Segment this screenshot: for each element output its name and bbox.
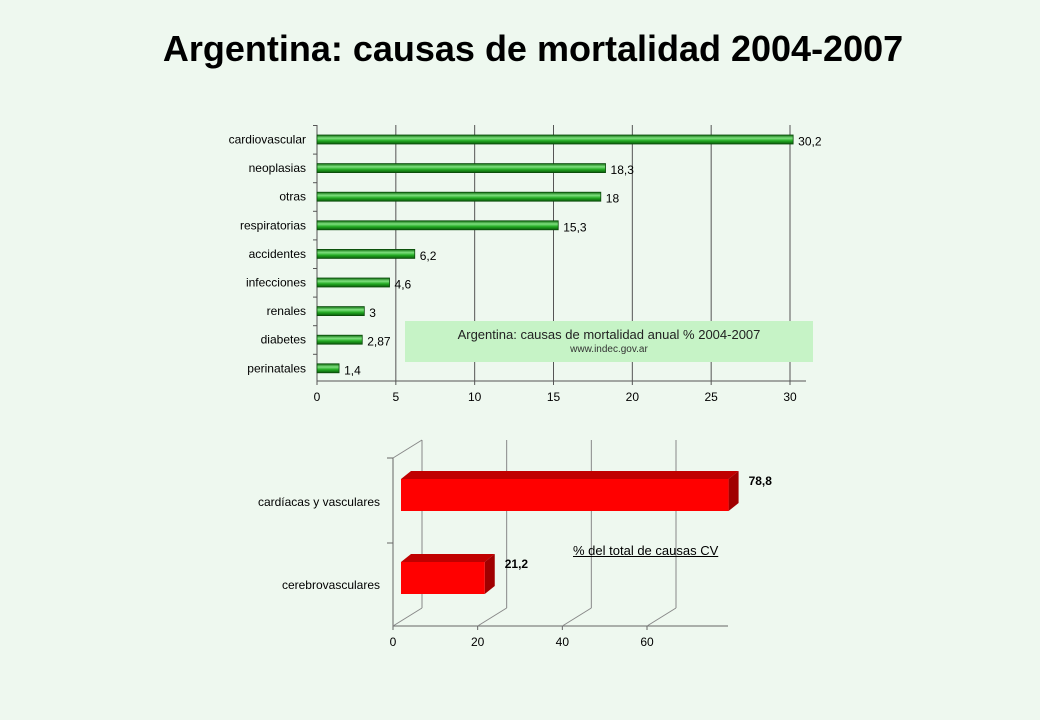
bar xyxy=(401,479,729,511)
bar xyxy=(316,248,416,259)
bar xyxy=(316,306,365,317)
value-label: 15,3 xyxy=(563,220,587,234)
annotation-title: Argentina: causas de mortalidad anual % … xyxy=(457,327,761,342)
value-label: 18 xyxy=(606,192,620,206)
x-tick-label: 10 xyxy=(468,390,482,404)
cv-causes-chart: 0 20 40 60 78,8 cardíacas y vasculares 21,2 cer… xyxy=(258,439,773,649)
x-tick-label: 15 xyxy=(547,390,561,404)
annotation-source: www.indec.gov.ar xyxy=(570,344,648,355)
x-tick-label: 30 xyxy=(783,390,797,404)
category-label: neoplasias xyxy=(249,161,306,175)
x-tick-label: 25 xyxy=(704,390,718,404)
value-label: 21,2 xyxy=(505,557,529,571)
x-tick-label: 0 xyxy=(314,390,321,404)
bar xyxy=(316,220,559,231)
x-tick-label: 5 xyxy=(392,390,399,404)
bar-side-face xyxy=(728,471,739,511)
bar xyxy=(316,277,390,288)
category-label: perinatales xyxy=(247,361,306,375)
x-tick-label: 60 xyxy=(640,635,654,649)
value-label: 2,87 xyxy=(367,335,391,349)
value-label: 18,3 xyxy=(611,163,635,177)
category-label: cerebrovasculares xyxy=(282,578,380,592)
category-label: cardíacas y vasculares xyxy=(258,495,380,509)
bar xyxy=(316,163,606,174)
category-label: cardiovascular xyxy=(229,133,306,147)
x-tick-label: 40 xyxy=(556,635,570,649)
wall-top-edge xyxy=(392,439,423,459)
category-label: otras xyxy=(279,190,306,204)
bar-top-face xyxy=(401,554,495,562)
category-label: accidentes xyxy=(249,247,306,261)
floor-gridline xyxy=(477,607,507,627)
category-label: diabetes xyxy=(261,333,306,347)
cv-annotation: % del total de causas CV xyxy=(573,543,719,558)
mortality-causes-chart: 0 5 10 15 20 25 30 cardiovascular 30,2 neoplasias… xyxy=(229,125,822,404)
bar xyxy=(401,562,485,594)
value-label: 30,2 xyxy=(798,135,822,149)
x-tick-label: 20 xyxy=(471,635,485,649)
value-label: 3 xyxy=(369,306,376,320)
x-tick-label: 0 xyxy=(390,635,397,649)
chart-annotation-box: Argentina: causas de mortalidad anual % … xyxy=(405,321,813,362)
category-label: infecciones xyxy=(246,276,306,290)
bar xyxy=(316,363,340,374)
value-label: 78,8 xyxy=(749,474,773,488)
floor-left-edge xyxy=(392,607,423,627)
floor-gridline xyxy=(646,607,677,627)
value-label: 1,4 xyxy=(344,363,361,377)
floor-gridline xyxy=(562,607,592,627)
bar-top-face xyxy=(401,471,739,479)
bar xyxy=(316,134,794,145)
bar xyxy=(316,191,602,202)
value-label: 4,6 xyxy=(395,278,412,292)
page-title: Argentina: causas de mortalidad 2004-200… xyxy=(162,28,904,69)
category-label: respiratorias xyxy=(240,218,306,232)
bar xyxy=(316,334,363,345)
bar-side-face xyxy=(484,554,495,594)
x-tick-label: 20 xyxy=(626,390,640,404)
value-label: 6,2 xyxy=(420,249,437,263)
category-label: renales xyxy=(267,304,306,318)
